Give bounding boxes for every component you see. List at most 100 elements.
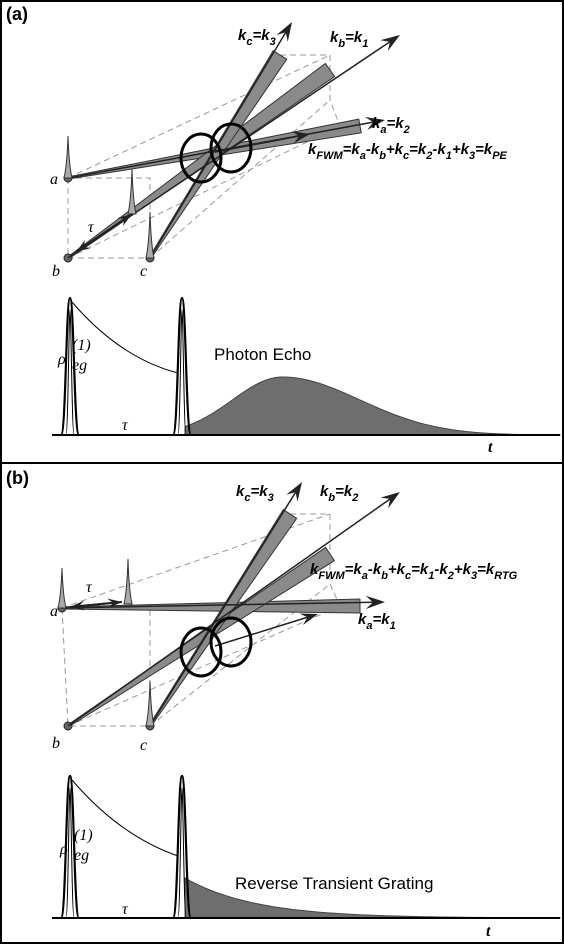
label-part: =k <box>335 483 353 500</box>
dashed-guide <box>67 125 341 259</box>
beam-label: a <box>50 171 58 188</box>
coherence-symbol: ρ <box>57 351 66 368</box>
label-subscript: c <box>244 492 250 504</box>
delay-label: τ <box>88 219 95 236</box>
label-part: -k <box>368 561 382 578</box>
label-subscript: 3 <box>471 570 477 582</box>
label-subscript: 1 <box>428 570 434 582</box>
label-part: =k <box>343 141 361 158</box>
signal-arrow <box>214 616 308 647</box>
label-part: k <box>372 115 381 132</box>
delay-arrow-head <box>70 600 85 611</box>
pulse-spike <box>123 558 133 605</box>
beam-label: c <box>140 263 147 280</box>
label-part: -k <box>432 141 446 158</box>
pulse-inner <box>65 787 75 919</box>
label-part: =k <box>372 611 390 628</box>
label-subscript: c <box>246 36 252 48</box>
wave-vector-label: ka=k1 <box>358 611 396 632</box>
label-subscript: 3 <box>469 150 475 162</box>
label-part: +k <box>388 561 406 578</box>
label-part: =k <box>386 115 404 132</box>
dashed-box <box>61 607 151 727</box>
coherence-superscript: (1) <box>74 827 93 844</box>
wave-vector-arrow-head <box>364 116 385 130</box>
label-subscript: a <box>362 570 368 582</box>
label-subscript: 3 <box>270 36 276 48</box>
pulse-spike <box>145 680 155 727</box>
pulse-spike <box>127 168 137 215</box>
signal-arrow <box>214 135 300 153</box>
wave-vector-label: kFWM=ka-kb+kc=k1-k2+k3=kRTG <box>310 561 518 582</box>
label-subscript: b <box>379 150 386 162</box>
beam-label: c <box>140 737 147 754</box>
wave-vector-arrow-head <box>365 595 385 609</box>
beam-label: a <box>50 603 58 620</box>
label-subscript: b <box>338 38 345 50</box>
panel-label: (b) <box>6 468 29 488</box>
dashed-box <box>290 513 341 607</box>
dashed-guide <box>61 513 331 609</box>
wave-vector-arrow <box>67 498 391 727</box>
label-part: =k <box>475 141 493 158</box>
wave-vector-arrow <box>61 601 374 609</box>
label-subscript: 1 <box>446 150 452 162</box>
coherence-subscript: eg <box>72 357 87 374</box>
label-part: k <box>238 27 247 44</box>
label-part: =k <box>409 141 427 158</box>
wave-vector-arrow-head <box>276 22 292 42</box>
label-subscript: 2 <box>351 492 358 504</box>
beam-label: b <box>52 263 60 280</box>
focus-ring <box>209 122 253 174</box>
pulse-spike <box>63 135 73 179</box>
coherence-symbol: ρ <box>59 841 68 858</box>
delay-axis-label: τ <box>122 901 129 918</box>
pulse <box>59 774 81 920</box>
delay-axis-label: τ <box>122 417 129 434</box>
label-subscript: b <box>328 492 335 504</box>
signal-label: Reverse Transient Grating <box>235 874 433 893</box>
pulse-inner <box>65 309 75 436</box>
label-part: =k <box>477 561 495 578</box>
label-part: -k <box>366 141 380 158</box>
delay-arrow <box>78 601 123 608</box>
wave-vector-arrow-head <box>286 482 302 502</box>
label-subscript: a <box>360 150 366 162</box>
pulse <box>171 296 193 437</box>
label-part: =k <box>411 561 429 578</box>
coherence-subscript: eg <box>74 847 89 864</box>
time-axis-label: t <box>486 923 491 940</box>
label-subscript: a <box>380 124 386 136</box>
label-subscript: 2 <box>425 150 432 162</box>
pulse <box>171 774 193 920</box>
delay-arrow-head <box>76 239 91 252</box>
dashed-guide <box>67 54 331 179</box>
wave-vector-arrow <box>149 491 297 727</box>
label-part: k <box>330 29 339 46</box>
signal-arrow-head <box>299 613 318 625</box>
pulse <box>59 296 81 437</box>
wave-vector-label: kc=k3 <box>236 483 274 504</box>
focus-ring <box>179 132 223 184</box>
panel: (a)τab ckc=k3 kb=k1kFWM=ka-kb+kc=k2-k1+k3=… <box>6 4 561 456</box>
label-part: =k <box>345 29 363 46</box>
delay-arrow <box>82 213 133 248</box>
signal-label: Photon Echo <box>214 345 311 364</box>
coherence-decay <box>71 779 179 857</box>
label-part: +k <box>386 141 404 158</box>
label-part: +k <box>454 561 472 578</box>
wave-vector-label: kb=k2 <box>320 483 358 504</box>
label-subscript: c <box>403 150 409 162</box>
label-subscript: 1 <box>362 38 368 50</box>
label-subscript: 2 <box>403 124 410 136</box>
label-subscript: FWM <box>316 150 343 162</box>
delay-label: τ <box>86 579 93 596</box>
label-subscript: FWM <box>318 570 345 582</box>
label-subscript: RTG <box>494 570 517 582</box>
wave-vector-arrow-head <box>380 35 400 52</box>
wave-vector-label: kb=k1 <box>330 29 368 50</box>
wave-vector-label: ka=k2 <box>372 115 410 136</box>
wave-vector-arrow-head <box>380 492 400 509</box>
